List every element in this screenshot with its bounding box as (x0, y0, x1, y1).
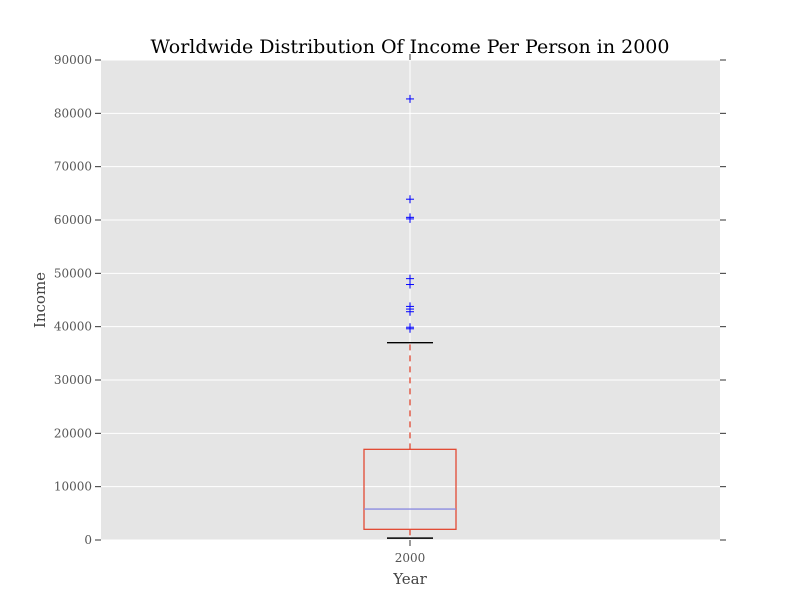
box-plot (363, 341, 457, 539)
y-tick-label: 20000 (54, 426, 92, 440)
y-tick-label: 80000 (54, 106, 92, 120)
y-axis-label: Income (31, 272, 49, 328)
outlier-point (406, 323, 414, 332)
y-tick-label: 10000 (54, 480, 92, 494)
interquartile-box (363, 448, 457, 530)
outlier-point (406, 213, 414, 222)
y-tick-label: 70000 (54, 160, 92, 174)
x-axis-label: Year (392, 570, 427, 588)
chart-title: Worldwide Distribution Of Income Per Per… (151, 36, 670, 58)
outlier-point (406, 195, 414, 204)
x-tick-label: 2000 (395, 551, 426, 565)
y-axis-ticks: 0 10000 20000 30000 40000 50000 60000 70000 8000… (54, 53, 726, 547)
y-tick-label: 50000 (54, 266, 92, 280)
outliers (406, 94, 414, 333)
y-tick-label: 90000 (54, 53, 92, 67)
y-tick-label: 30000 (54, 373, 92, 387)
y-tick-label: 60000 (54, 213, 92, 227)
y-tick-label: 40000 (54, 320, 92, 334)
outlier-point (406, 274, 414, 283)
outlier-point (406, 302, 414, 311)
outlier-point (406, 94, 414, 103)
y-tick-label: 0 (84, 533, 92, 547)
